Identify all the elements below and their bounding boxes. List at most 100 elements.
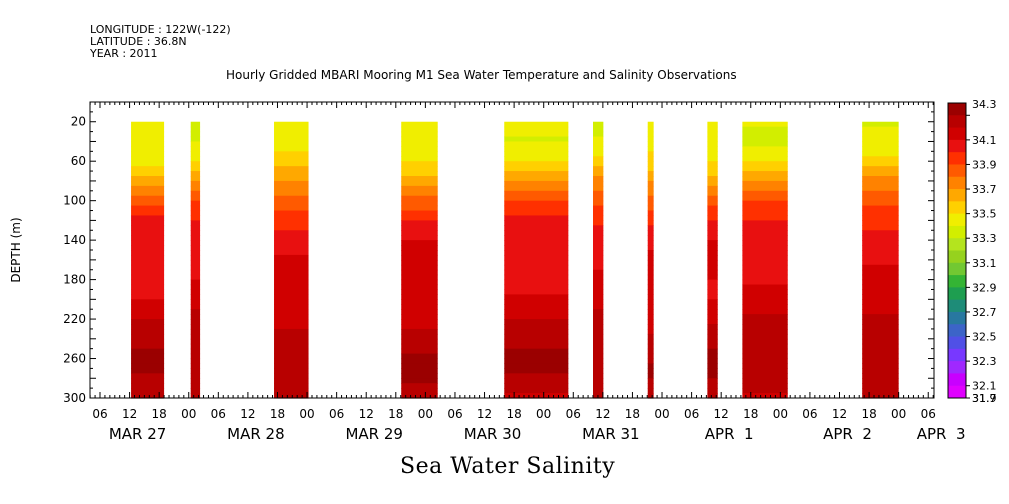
salinity-cell [593, 358, 604, 365]
salinity-cell [504, 131, 569, 138]
salinity-cell [647, 250, 654, 256]
salinity-cell [504, 235, 569, 241]
x-date-label: MAR 28 [227, 425, 284, 443]
salinity-cell [401, 161, 438, 167]
x-tick-label: 00 [536, 407, 551, 421]
salinity-cell [190, 319, 201, 325]
salinity-cell [401, 343, 438, 350]
salinity-cell [742, 314, 788, 320]
year-label: YEAR : 2011 [90, 47, 158, 60]
salinity-cell [707, 388, 718, 394]
colorbar-label: 33.3 [972, 232, 997, 245]
salinity-cell [190, 146, 201, 152]
salinity-cell [274, 126, 309, 133]
salinity-cell [401, 220, 438, 226]
salinity-cell [742, 368, 788, 374]
salinity-cell [504, 205, 569, 212]
salinity-cell [862, 304, 899, 310]
salinity-cell [401, 264, 438, 271]
salinity-cell [862, 161, 899, 167]
x-date-label: APR 2 [823, 425, 872, 443]
x-date-label: APR 1 [705, 425, 754, 443]
colorbar-swatch [948, 287, 966, 301]
salinity-cell [593, 225, 604, 231]
salinity-cell [131, 274, 165, 281]
salinity-cell [742, 176, 788, 182]
salinity-cell [190, 299, 201, 305]
salinity-cell [647, 373, 654, 379]
x-tick-label: 06 [211, 407, 226, 421]
salinity-cell [742, 235, 788, 241]
salinity-cell [190, 343, 201, 350]
salinity-cell [274, 284, 309, 291]
salinity-cell [401, 324, 438, 330]
salinity-cell [862, 225, 899, 231]
salinity-cell [401, 190, 438, 197]
salinity-cell [742, 240, 788, 246]
salinity-cell [131, 304, 165, 310]
salinity-cell [593, 264, 604, 271]
salinity-cell [862, 338, 899, 345]
salinity-cell [647, 324, 654, 330]
salinity-cell [190, 171, 201, 177]
salinity-cell [593, 121, 604, 128]
salinity-cell [504, 363, 569, 369]
salinity-cell [647, 309, 654, 315]
salinity-cell [862, 171, 899, 177]
salinity-cell [862, 269, 899, 276]
salinity-cell [647, 304, 654, 310]
salinity-cell [504, 126, 569, 133]
salinity-cell [707, 348, 718, 355]
salinity-cell [131, 146, 165, 152]
x-tick-label: 00 [181, 407, 196, 421]
salinity-cell [504, 141, 569, 147]
salinity-cell [401, 284, 438, 291]
salinity-cell [647, 314, 654, 320]
salinity-cell [504, 304, 569, 310]
salinity-cell [647, 146, 654, 152]
salinity-cell [190, 383, 201, 389]
salinity-cell [190, 314, 201, 320]
salinity-cell [504, 250, 569, 256]
colorbar-swatch [948, 176, 966, 190]
x-date-label: MAR 31 [582, 425, 639, 443]
data-segment [707, 121, 718, 399]
salinity-cell [862, 141, 899, 147]
salinity-cell [742, 269, 788, 276]
salinity-cell [190, 195, 201, 202]
salinity-cell [504, 319, 569, 325]
salinity-cell [742, 383, 788, 389]
salinity-cell [707, 338, 718, 345]
salinity-cell [190, 393, 201, 399]
salinity-cell [862, 333, 899, 340]
salinity-cell [647, 215, 654, 221]
salinity-cell [504, 388, 569, 394]
x-tick-label: 18 [861, 407, 876, 421]
salinity-cell [131, 383, 165, 389]
salinity-cell [742, 358, 788, 365]
salinity-cell [647, 131, 654, 138]
salinity-cell [131, 289, 165, 295]
salinity-cell [742, 136, 788, 143]
salinity-cell [862, 254, 899, 261]
colorbar-label: 32.1 [972, 380, 997, 393]
salinity-cell [504, 171, 569, 177]
salinity-cell [593, 343, 604, 350]
salinity-cell [131, 180, 165, 187]
salinity-cell [647, 284, 654, 291]
y-tick-label: 20 [71, 115, 86, 129]
salinity-cell [131, 131, 165, 138]
salinity-cell [707, 230, 718, 236]
salinity-cell [131, 264, 165, 271]
salinity-cell [131, 388, 165, 394]
salinity-cell [401, 353, 438, 360]
colorbar-label: 32.7 [972, 306, 997, 319]
salinity-cell [131, 294, 165, 300]
salinity-cell [190, 358, 201, 365]
salinity-cell [401, 171, 438, 177]
colorbar-swatch [948, 336, 966, 350]
x-tick-label: 18 [270, 407, 285, 421]
salinity-cell [862, 264, 899, 271]
salinity-cell [862, 274, 899, 281]
salinity-cell [647, 156, 654, 162]
